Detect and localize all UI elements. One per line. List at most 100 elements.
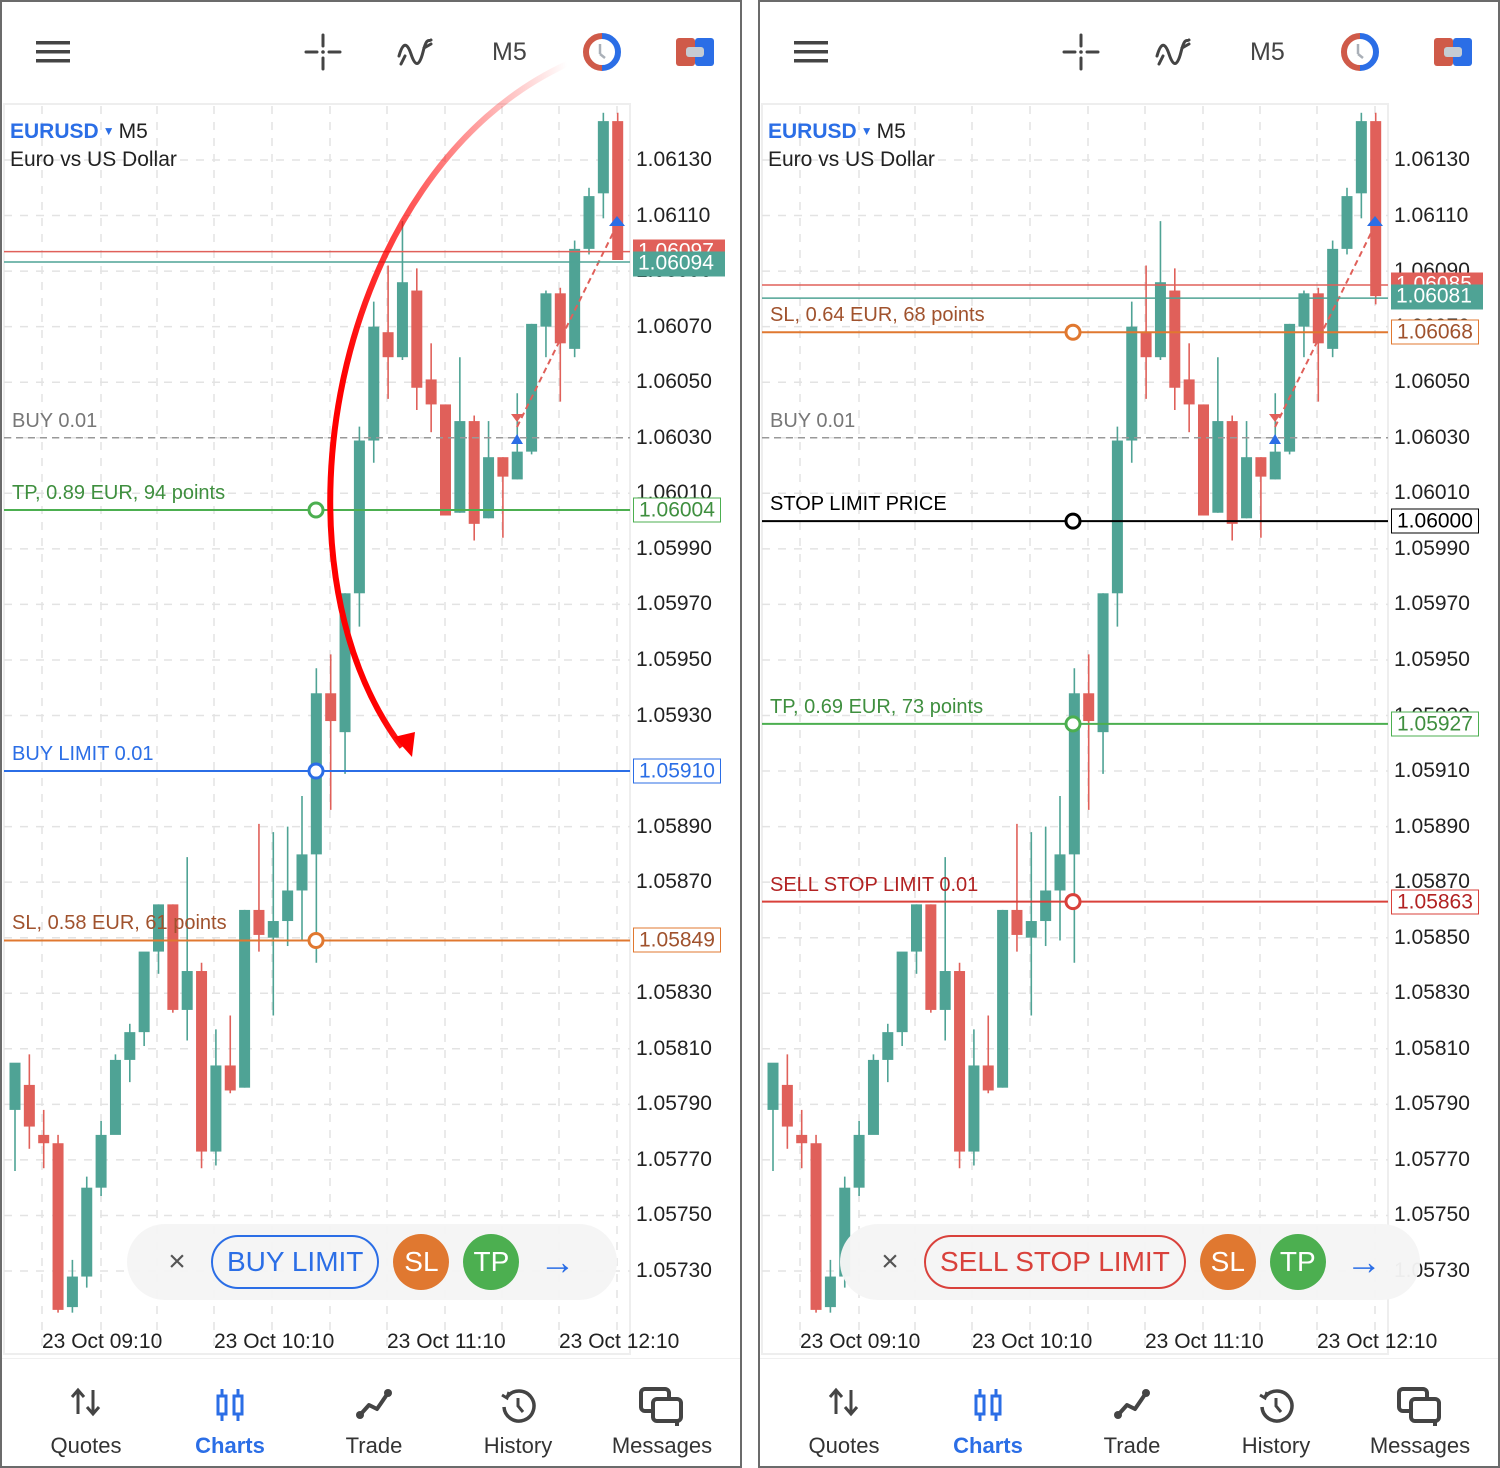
stop-loss-line-price-tag[interactable]: 1.05849	[633, 927, 721, 953]
stop-limit-price-line-price-tag[interactable]: 1.06000	[1391, 508, 1479, 534]
take-profit-line-price-tag[interactable]: 1.05927	[1391, 711, 1479, 737]
sell-stop-limit-line-price-tag[interactable]: 1.05863	[1391, 889, 1479, 915]
close-icon[interactable]: ×	[881, 1245, 899, 1278]
nav-charts[interactable]: Charts	[158, 1359, 302, 1466]
top-toolbar: M5	[760, 2, 1498, 104]
nav-label: History	[1241, 1433, 1311, 1458]
trade-line-icon	[1113, 1387, 1151, 1426]
price-chart[interactable]	[2, 2, 742, 1358]
nav-label: Charts	[953, 1433, 1023, 1458]
close-icon[interactable]: ×	[168, 1245, 186, 1278]
symbol-name[interactable]: EURUSD	[768, 120, 857, 143]
dropdown-triangle-icon[interactable]: ▼	[102, 124, 115, 138]
next-arrow-icon[interactable]: →	[1345, 1241, 1382, 1282]
y-axis-tick: 1.06130	[1394, 148, 1470, 171]
add-take-profit-button[interactable]: TP	[1269, 1234, 1326, 1290]
stop-loss-line-label[interactable]: SL, 0.64 EUR, 68 points	[770, 304, 985, 327]
timeframe-selector[interactable]: M5	[492, 38, 527, 66]
nav-label: Quotes	[808, 1433, 880, 1458]
charts-candles-icon	[214, 1387, 246, 1428]
dropdown-triangle-icon[interactable]: ▼	[860, 124, 873, 138]
crosshair-icon[interactable]	[1061, 32, 1101, 72]
charts-candles-icon	[972, 1387, 1004, 1428]
nav-label: Messages	[611, 1433, 713, 1458]
next-arrow-icon[interactable]: →	[539, 1241, 576, 1282]
y-axis-tick: 1.06030	[1394, 425, 1470, 449]
y-axis-tick: 1.05990	[1394, 536, 1470, 560]
x-axis-tick: 23 Oct 11:10	[1145, 1330, 1264, 1353]
stop-limit-price-line-label[interactable]: STOP LIMIT PRICE	[770, 493, 947, 516]
one-click-trading-icon[interactable]	[582, 32, 622, 72]
indicators-icon[interactable]	[395, 32, 435, 72]
nav-messages[interactable]: Messages	[590, 1359, 734, 1466]
order-action-bar: × BUY LIMIT SL TP →	[127, 1224, 617, 1300]
take-profit-line-label[interactable]: TP, 0.89 EUR, 94 points	[12, 481, 226, 504]
crosshair-icon[interactable]	[303, 32, 343, 72]
trade-panel-icon[interactable]	[675, 32, 715, 72]
timeframe-selector[interactable]: M5	[1250, 38, 1285, 66]
stop-loss-line-label[interactable]: SL, 0.58 EUR, 61 points	[12, 912, 227, 935]
one-click-trading-icon[interactable]	[1340, 32, 1380, 72]
hamburger-menu-icon[interactable]	[791, 32, 831, 72]
symbol-description: Euro vs US Dollar	[10, 148, 177, 171]
bottom-navigation: Quotes Charts Trade History Messages	[2, 1358, 740, 1466]
stop-loss-line-price-tag[interactable]: 1.06068	[1391, 319, 1479, 345]
symbol-header[interactable]: EURUSD ▼ M5	[768, 120, 906, 144]
price-chart[interactable]	[760, 2, 1500, 1358]
y-axis-tick: 1.05770	[636, 1147, 712, 1171]
x-axis-tick: 23 Oct 09:10	[800, 1330, 921, 1353]
messages-chat-icon	[639, 1387, 685, 1432]
y-axis-tick: 1.05810	[636, 1036, 712, 1060]
y-axis-tick: 1.05990	[636, 536, 712, 560]
position-label[interactable]: BUY 0.01	[12, 409, 98, 432]
y-axis-tick: 1.06110	[636, 203, 711, 227]
indicators-icon[interactable]	[1153, 32, 1193, 72]
buy-limit-line-price-tag[interactable]: 1.05910	[633, 758, 721, 784]
phone-right: M5 EURUSD ▼ M5 Euro vs US Dollar BUY 0.01 1…	[758, 0, 1500, 1468]
nav-history[interactable]: History	[446, 1359, 590, 1466]
trade-line-icon	[355, 1387, 393, 1426]
nav-quotes[interactable]: Quotes	[772, 1359, 916, 1466]
y-axis-tick: 1.06110	[1394, 203, 1469, 227]
x-axis-tick: 23 Oct 09:10	[42, 1330, 163, 1353]
y-axis-tick: 1.05970	[636, 592, 712, 616]
take-profit-line-price-tag[interactable]: 1.06004	[633, 497, 721, 523]
order-type-button[interactable]: BUY LIMIT	[211, 1235, 380, 1289]
hamburger-menu-icon[interactable]	[33, 32, 73, 72]
symbol-header[interactable]: EURUSD ▼ M5	[10, 120, 148, 144]
quotes-arrows-icon	[827, 1387, 861, 1422]
messages-chat-icon	[1397, 1387, 1443, 1432]
nav-label: Trade	[1103, 1433, 1161, 1458]
y-axis-tick: 1.05930	[636, 703, 712, 727]
order-type-button[interactable]: SELL STOP LIMIT	[924, 1235, 1186, 1289]
trade-panel-icon[interactable]	[1433, 32, 1473, 72]
y-axis-tick: 1.05810	[1394, 1036, 1470, 1060]
add-take-profit-button[interactable]: TP	[463, 1234, 520, 1290]
y-axis-tick: 1.05830	[1394, 981, 1470, 1005]
nav-trade[interactable]: Trade	[1060, 1359, 1204, 1466]
nav-charts[interactable]: Charts	[916, 1359, 1060, 1466]
buy-limit-line-label[interactable]: BUY LIMIT 0.01	[12, 743, 154, 766]
nav-history[interactable]: History	[1204, 1359, 1348, 1466]
y-axis-tick: 1.05750	[636, 1203, 712, 1227]
nav-label: Charts	[195, 1433, 265, 1458]
add-stop-loss-button[interactable]: SL	[1199, 1234, 1256, 1290]
position-label[interactable]: BUY 0.01	[770, 409, 856, 432]
sell-stop-limit-line-label[interactable]: SELL STOP LIMIT 0.01	[770, 873, 979, 896]
quotes-arrows-icon	[69, 1387, 103, 1422]
x-axis-tick: 23 Oct 12:10	[1317, 1330, 1438, 1353]
take-profit-line-label[interactable]: TP, 0.69 EUR, 73 points	[770, 695, 984, 718]
y-axis-tick: 1.05950	[636, 647, 712, 671]
order-action-bar: × SELL STOP LIMIT SL TP →	[840, 1224, 1420, 1300]
y-axis-tick: 1.05910	[1394, 759, 1470, 783]
nav-label: History	[483, 1433, 553, 1458]
add-stop-loss-button[interactable]: SL	[393, 1234, 450, 1290]
history-clock-icon	[1257, 1387, 1295, 1430]
symbol-name[interactable]: EURUSD	[10, 120, 99, 143]
y-axis-tick: 1.05850	[1394, 925, 1470, 949]
nav-messages[interactable]: Messages	[1348, 1359, 1492, 1466]
nav-trade[interactable]: Trade	[302, 1359, 446, 1466]
y-axis-tick: 1.05950	[1394, 647, 1470, 671]
ask-price-tag: 1.06081	[1391, 284, 1483, 310]
nav-quotes[interactable]: Quotes	[14, 1359, 158, 1466]
